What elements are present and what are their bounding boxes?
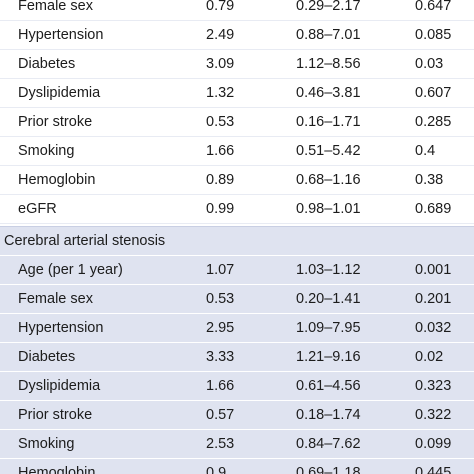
odds-ratio-cell: 1.66 <box>206 378 235 394</box>
table-row: Dyslipidemia 1.66 0.61–4.56 0.323 <box>0 372 474 401</box>
variable-cell: Smoking <box>18 436 75 452</box>
confidence-interval-cell: 0.68–1.16 <box>296 172 361 188</box>
table-row: Smoking 1.66 0.51–5.42 0.4 <box>0 137 474 166</box>
odds-ratio-cell: 2.53 <box>206 436 235 452</box>
table-row: Female sex 0.53 0.20–1.41 0.201 <box>0 285 474 314</box>
p-value-cell: 0.322 <box>415 407 452 423</box>
variable-cell: Diabetes <box>18 349 76 365</box>
table-row: Diabetes 3.33 1.21–9.16 0.02 <box>0 343 474 372</box>
confidence-interval-cell: 1.12–8.56 <box>296 56 361 72</box>
p-value-cell: 0.099 <box>415 436 452 452</box>
p-value-cell: 0.02 <box>415 349 444 365</box>
table-row: Hypertension 2.49 0.88–7.01 0.085 <box>0 21 474 50</box>
odds-ratio-cell: 0.53 <box>206 114 235 130</box>
table-row: eGFR 0.99 0.98–1.01 0.689 <box>0 195 474 224</box>
variable-cell: Hypertension <box>18 320 104 336</box>
variable-cell: Smoking <box>18 143 75 159</box>
variable-cell: Prior stroke <box>18 407 93 423</box>
odds-ratio-cell: 0.57 <box>206 407 235 423</box>
variable-cell: Dyslipidemia <box>18 85 101 101</box>
variable-cell: eGFR <box>18 201 57 217</box>
confidence-interval-cell: 0.20–1.41 <box>296 291 361 307</box>
odds-ratio-cell: 3.33 <box>206 349 235 365</box>
table-section-previous: Female sex 0.79 0.29–2.17 0.647 Hyperten… <box>0 0 474 224</box>
confidence-interval-cell: 0.51–5.42 <box>296 143 361 159</box>
variable-cell: Female sex <box>18 0 93 14</box>
variable-cell: Hemoglobin <box>18 172 96 188</box>
p-value-cell: 0.085 <box>415 27 452 43</box>
odds-ratio-cell: 2.95 <box>206 320 235 336</box>
confidence-interval-cell: 0.18–1.74 <box>296 407 361 423</box>
confidence-interval-cell: 1.03–1.12 <box>296 262 361 278</box>
section-heading: Cerebral arterial stenosis <box>0 227 474 256</box>
table-row: Prior stroke 0.53 0.16–1.71 0.285 <box>0 108 474 137</box>
confidence-interval-cell: 0.61–4.56 <box>296 378 361 394</box>
variable-cell: Hypertension <box>18 27 104 43</box>
table-row: Hypertension 2.95 1.09–7.95 0.032 <box>0 314 474 343</box>
variable-cell: Female sex <box>18 291 93 307</box>
variable-cell: Diabetes <box>18 56 76 72</box>
table-row: Prior stroke 0.57 0.18–1.74 0.322 <box>0 401 474 430</box>
p-value-cell: 0.445 <box>415 465 452 474</box>
variable-cell: Prior stroke <box>18 114 93 130</box>
table-row: Diabetes 3.09 1.12–8.56 0.03 <box>0 50 474 79</box>
odds-ratio-cell: 1.66 <box>206 143 235 159</box>
variable-cell: Dyslipidemia <box>18 378 101 394</box>
table-row: Hemoglobin 0.89 0.68–1.16 0.38 <box>0 166 474 195</box>
confidence-interval-cell: 1.09–7.95 <box>296 320 361 336</box>
confidence-interval-cell: 0.29–2.17 <box>296 0 361 14</box>
confidence-interval-cell: 0.16–1.71 <box>296 114 361 130</box>
table-section-cerebral-arterial-stenosis: Cerebral arterial stenosis Age (per 1 ye… <box>0 226 474 474</box>
p-value-cell: 0.032 <box>415 320 452 336</box>
p-value-cell: 0.201 <box>415 291 452 307</box>
confidence-interval-cell: 0.88–7.01 <box>296 27 361 43</box>
p-value-cell: 0.4 <box>415 143 436 159</box>
odds-ratio-cell: 0.99 <box>206 201 235 217</box>
odds-ratio-cell: 0.9 <box>206 465 227 474</box>
p-value-cell: 0.607 <box>415 85 452 101</box>
p-value-cell: 0.689 <box>415 201 452 217</box>
odds-ratio-cell: 2.49 <box>206 27 235 43</box>
odds-ratio-cell: 0.79 <box>206 0 235 14</box>
variable-cell: Hemoglobin <box>18 465 96 474</box>
table-row: Smoking 2.53 0.84–7.62 0.099 <box>0 430 474 459</box>
confidence-interval-cell: 0.84–7.62 <box>296 436 361 452</box>
table-row: Hemoglobin 0.9 0.69–1.18 0.445 <box>0 459 474 474</box>
p-value-cell: 0.285 <box>415 114 452 130</box>
odds-ratio-cell: 0.89 <box>206 172 235 188</box>
confidence-interval-cell: 0.69–1.18 <box>296 465 361 474</box>
odds-ratio-cell: 1.32 <box>206 85 235 101</box>
variable-cell: Age (per 1 year) <box>18 262 123 278</box>
p-value-cell: 0.38 <box>415 172 444 188</box>
p-value-cell: 0.323 <box>415 378 452 394</box>
confidence-interval-cell: 0.98–1.01 <box>296 201 361 217</box>
p-value-cell: 0.03 <box>415 56 444 72</box>
odds-ratio-cell: 0.53 <box>206 291 235 307</box>
table-row: Dyslipidemia 1.32 0.46–3.81 0.607 <box>0 79 474 108</box>
table-row: Age (per 1 year) 1.07 1.03–1.12 0.001 <box>0 256 474 285</box>
confidence-interval-cell: 1.21–9.16 <box>296 349 361 365</box>
p-value-cell: 0.001 <box>415 262 452 278</box>
odds-ratio-cell: 1.07 <box>206 262 235 278</box>
odds-ratio-cell: 3.09 <box>206 56 235 72</box>
table-row: Female sex 0.79 0.29–2.17 0.647 <box>0 0 474 21</box>
confidence-interval-cell: 0.46–3.81 <box>296 85 361 101</box>
p-value-cell: 0.647 <box>415 0 452 14</box>
